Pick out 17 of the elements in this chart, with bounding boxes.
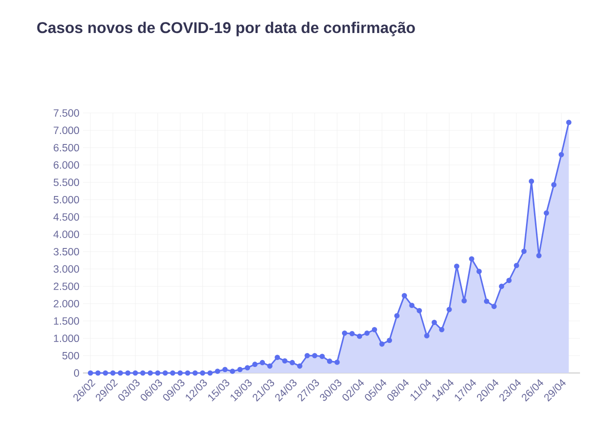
chart-title: Casos novos de COVID-19 por data de confirmação bbox=[37, 22, 415, 36]
y-tick-label: 7.000 bbox=[54, 126, 80, 134]
y-tick-label: 6.000 bbox=[54, 161, 80, 169]
y-tick-label: 3.500 bbox=[54, 248, 80, 256]
y-tick-label: 2.000 bbox=[54, 300, 80, 308]
y-tick-label: 5.000 bbox=[54, 196, 80, 204]
y-tick-label: 4.000 bbox=[53, 230, 80, 238]
y-tick-label: 0 bbox=[74, 369, 80, 377]
y-tick-label: 6.500 bbox=[54, 144, 80, 152]
y-tick-label: 2.500 bbox=[54, 282, 80, 290]
y-tick-label: 1.000 bbox=[54, 334, 80, 342]
y-tick-label: 1.500 bbox=[54, 317, 80, 325]
y-tick-label: 4.500 bbox=[53, 213, 80, 221]
y-tick-label: 5.500 bbox=[54, 178, 80, 186]
y-tick-label: 3.000 bbox=[54, 265, 80, 273]
y-tick-label: 500 bbox=[62, 352, 80, 360]
y-tick-label: 7.500 bbox=[54, 109, 80, 117]
